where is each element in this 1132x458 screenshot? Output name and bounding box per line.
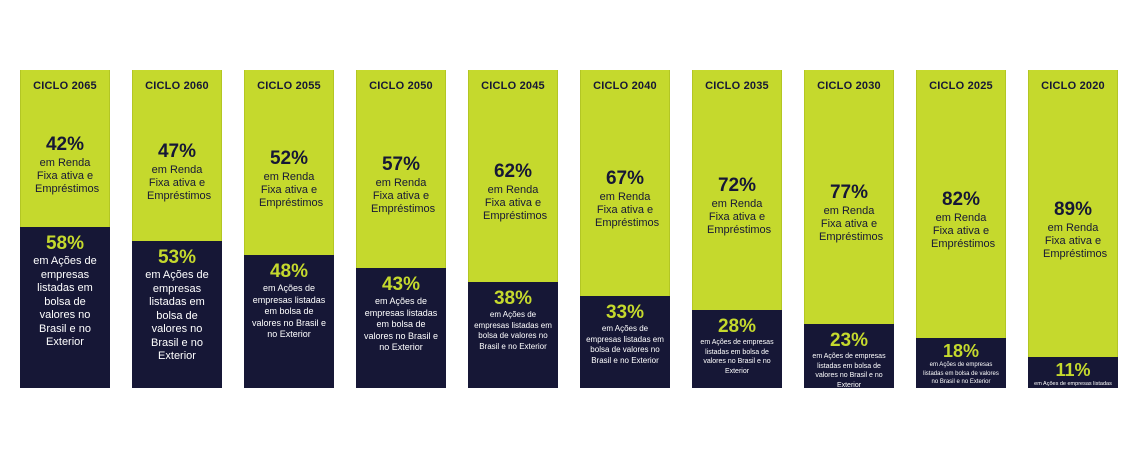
- bar-segment-renda-fixa: CICLO 2045 62% em Renda Fixa ativa e Empré…: [468, 70, 558, 282]
- bar-column: CICLO 2050 57% em Renda Fixa ativa e Empré…: [356, 70, 446, 388]
- data-label-acoes: 58%: [45, 233, 85, 254]
- data-label-renda-fixa: 42%: [45, 133, 85, 155]
- data-label-acoes: 53%: [157, 247, 197, 268]
- segment-description-renda-fixa: em Renda Fixa ativa e Empréstimos: [147, 163, 212, 202]
- data-label-renda-fixa: 47%: [157, 140, 197, 162]
- bar-column: CICLO 2065 42% em Renda Fixa ativa e Empré…: [20, 70, 110, 388]
- segment-description-acoes: em Ações de empresas listadas em bolsa d…: [251, 283, 327, 339]
- segment-description-acoes: em Ações de empresas listadas em bolsa d…: [586, 324, 664, 365]
- segment-description-renda-fixa: em Renda Fixa ativa e Empréstimos: [931, 212, 996, 250]
- category-label: CICLO 2055: [257, 80, 321, 92]
- bar-segment-renda-fixa: CICLO 2040 67% em Renda Fixa ativa e Empré…: [580, 70, 670, 296]
- data-label-acoes: 23%: [829, 330, 869, 351]
- segment-description-renda-fixa: em Renda Fixa ativa e Empréstimos: [483, 184, 548, 222]
- segment-description-renda-fixa: em Renda Fixa ativa e Empréstimos: [595, 191, 660, 229]
- bar-segment-renda-fixa: CICLO 2055 52% em Renda Fixa ativa e Empré…: [244, 70, 334, 255]
- bar-column: CICLO 2045 62% em Renda Fixa ativa e Empré…: [468, 70, 558, 388]
- segment-description-acoes: em Ações de empresas listadas em bolsa d…: [33, 255, 97, 348]
- data-label-renda-fixa: 67%: [605, 168, 645, 189]
- bar-segment-renda-fixa: CICLO 2030 77% em Renda Fixa ativa e Empré…: [804, 70, 894, 324]
- data-label-renda-fixa: 62%: [493, 161, 533, 182]
- bar-segment-renda-fixa: CICLO 2065 42% em Renda Fixa ativa e Empré…: [20, 70, 110, 227]
- bar-segment-renda-fixa: CICLO 2025 82% em Renda Fixa ativa e Empré…: [916, 70, 1006, 338]
- segment-description-renda-fixa: em Renda Fixa ativa e Empréstimos: [707, 198, 772, 236]
- segment-description-renda-fixa: em Renda Fixa ativa e Empréstimos: [819, 205, 884, 243]
- bar-segment-acoes: 33% em Ações de empresas listadas em bols…: [580, 296, 670, 388]
- segment-description-acoes: em Ações de empresas listadas em bolsa d…: [363, 296, 439, 352]
- category-label: CICLO 2025: [929, 80, 993, 92]
- bar-segment-renda-fixa: CICLO 2020 89% em Renda Fixa ativa e Empré…: [1028, 70, 1118, 357]
- data-label-renda-fixa: 89%: [1053, 198, 1093, 220]
- bar-segment-renda-fixa: CICLO 2050 57% em Renda Fixa ativa e Empré…: [356, 70, 446, 268]
- category-label: CICLO 2020: [1041, 80, 1105, 92]
- data-label-renda-fixa: 52%: [269, 147, 309, 169]
- data-label-acoes: 33%: [605, 302, 645, 323]
- bar-column: CICLO 2060 47% em Renda Fixa ativa e Empré…: [132, 70, 222, 388]
- data-label-renda-fixa: 72%: [717, 175, 757, 196]
- segment-description-acoes: em Ações de empresas listadas em bolsa d…: [812, 353, 886, 389]
- bar-segment-renda-fixa: CICLO 2060 47% em Renda Fixa ativa e Empré…: [132, 70, 222, 241]
- category-label: CICLO 2060: [145, 80, 209, 92]
- category-label: CICLO 2065: [33, 80, 97, 92]
- bar-column: CICLO 2035 72% em Renda Fixa ativa e Empré…: [692, 70, 782, 388]
- bar-segment-acoes: 11% em Ações de empresas listadas em bols…: [1028, 357, 1118, 403]
- bar-segment-renda-fixa: CICLO 2035 72% em Renda Fixa ativa e Empré…: [692, 70, 782, 310]
- bar-segment-acoes: 38% em Ações de empresas listadas em bols…: [468, 282, 558, 388]
- segment-description-acoes: em Ações de empresas listadas em bolsa d…: [700, 339, 774, 375]
- category-label: CICLO 2045: [481, 80, 545, 92]
- data-label-acoes: 28%: [717, 316, 757, 337]
- bar-column: CICLO 2020 89% em Renda Fixa ativa e Empré…: [1028, 70, 1118, 403]
- data-label-renda-fixa: 57%: [381, 154, 421, 175]
- data-label-acoes: 11%: [1055, 360, 1091, 380]
- bar-segment-acoes: 48% em Ações de empresas listadas em bols…: [244, 255, 334, 388]
- segment-description-renda-fixa: em Renda Fixa ativa e Empréstimos: [371, 177, 436, 215]
- bar-column: CICLO 2055 52% em Renda Fixa ativa e Empré…: [244, 70, 334, 388]
- bar-segment-acoes: 23% em Ações de empresas listadas em bols…: [804, 324, 894, 389]
- bar-segment-acoes: 58% em Ações de empresas listadas em bols…: [20, 227, 110, 388]
- bar-column: CICLO 2030 77% em Renda Fixa ativa e Empré…: [804, 70, 894, 389]
- data-label-renda-fixa: 82%: [941, 189, 981, 210]
- category-label: CICLO 2040: [593, 80, 657, 92]
- segment-description-acoes: em Ações de empresas listadas em bolsa d…: [923, 362, 999, 385]
- segment-description-renda-fixa: em Renda Fixa ativa e Empréstimos: [259, 170, 324, 209]
- category-label: CICLO 2030: [817, 80, 881, 92]
- category-label: CICLO 2050: [369, 80, 433, 92]
- data-label-acoes: 18%: [942, 341, 980, 361]
- data-label-acoes: 38%: [493, 288, 533, 309]
- category-label: CICLO 2035: [705, 80, 769, 92]
- bar-segment-acoes: 28% em Ações de empresas listadas em bols…: [692, 310, 782, 388]
- segment-description-renda-fixa: em Renda Fixa ativa e Empréstimos: [35, 156, 100, 195]
- data-label-acoes: 48%: [269, 261, 309, 282]
- bar-segment-acoes: 43% em Ações de empresas listadas em bols…: [356, 268, 446, 388]
- segment-description-acoes: em Ações de empresas listadas em bolsa d…: [1034, 381, 1112, 403]
- bar-column: CICLO 2040 67% em Renda Fixa ativa e Empré…: [580, 70, 670, 388]
- data-label-renda-fixa: 77%: [829, 182, 869, 203]
- segment-description-acoes: em Ações de empresas listadas em bolsa d…: [145, 269, 209, 362]
- data-label-acoes: 43%: [381, 274, 421, 295]
- segment-description-acoes: em Ações de empresas listadas em bolsa d…: [474, 310, 552, 351]
- segment-description-renda-fixa: em Renda Fixa ativa e Empréstimos: [1043, 221, 1108, 260]
- bar-column: CICLO 2025 82% em Renda Fixa ativa e Empré…: [916, 70, 1006, 388]
- bar-segment-acoes: 53% em Ações de empresas listadas em bols…: [132, 241, 222, 388]
- bar-segment-acoes: 18% em Ações de empresas listadas em bols…: [916, 338, 1006, 388]
